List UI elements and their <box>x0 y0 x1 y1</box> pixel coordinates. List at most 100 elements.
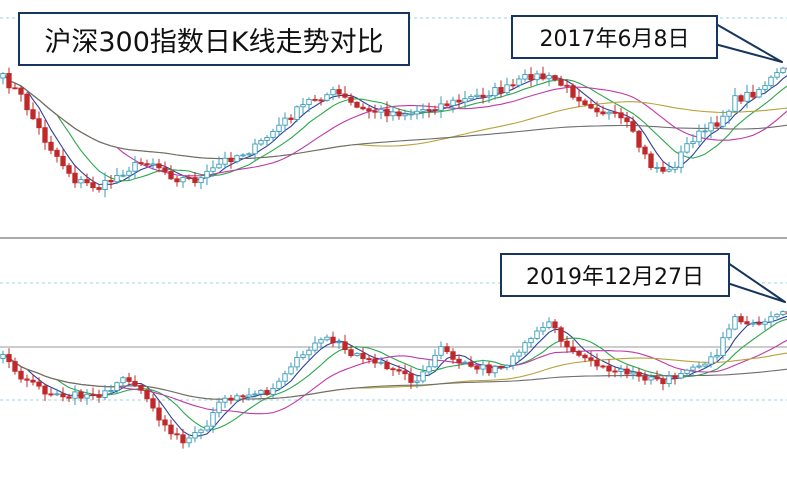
lower-candle-body <box>721 338 725 356</box>
upper-candle-body <box>451 100 455 105</box>
upper-candle-body <box>751 92 755 97</box>
lower-candle-body <box>55 394 59 395</box>
lower-candle-body <box>61 394 65 397</box>
upper-candle-body <box>595 108 599 112</box>
lower-candle-body <box>409 374 413 383</box>
lower-candle-body <box>331 337 335 343</box>
lower-candle-body <box>463 362 467 363</box>
upper-candle-body <box>43 128 47 143</box>
lower-candle-body <box>595 360 599 366</box>
upper-candle-body <box>361 107 365 109</box>
lower-candle-body <box>187 438 191 443</box>
upper-candle-body <box>61 156 65 165</box>
upper-candle-body <box>265 138 269 141</box>
lower-candle-body <box>553 322 557 328</box>
lower-candle-body <box>475 366 479 369</box>
lower-candle-body <box>709 357 713 364</box>
upper-candle-body <box>127 171 131 175</box>
upper-candle-body <box>463 99 467 102</box>
upper-candle-body <box>211 168 215 172</box>
lower-candle-body <box>277 381 281 388</box>
upper-candle-body <box>517 79 521 85</box>
upper-kline-panel <box>1 67 787 198</box>
upper-candle-body <box>427 110 431 111</box>
upper-candle-body <box>169 172 173 179</box>
upper-candle-body <box>385 109 389 116</box>
lower-candle-body <box>631 372 635 374</box>
upper-candle-body <box>133 163 137 172</box>
lower-candle-body <box>37 382 41 386</box>
lower-candle-body <box>565 341 569 347</box>
upper-ma20-line <box>3 74 787 176</box>
lower-candle-body <box>301 355 305 358</box>
lower-candle-body <box>547 322 551 328</box>
upper-candle-body <box>37 119 41 128</box>
upper-candle-body <box>421 110 425 112</box>
upper-candle-body <box>31 110 35 119</box>
lower-candle-body <box>427 367 431 372</box>
lower-candle-body <box>757 323 761 324</box>
lower-candle-body <box>181 435 185 443</box>
upper-candle-body <box>7 74 11 88</box>
upper-candle-body <box>343 94 347 97</box>
lower-candle-body <box>7 355 11 362</box>
upper-candle-body <box>79 180 83 183</box>
lower-candle-body <box>601 366 605 367</box>
lower-candle-body <box>535 331 539 338</box>
lower-candle-body <box>73 392 77 398</box>
upper-candle-body <box>121 175 125 176</box>
upper-candle-body <box>721 116 725 126</box>
lower-candle-body <box>319 340 323 343</box>
upper-candle-body <box>151 164 155 165</box>
upper-candle-body <box>67 166 71 174</box>
lower-candle-body <box>697 366 701 367</box>
lower-candle-body <box>31 380 35 382</box>
lower-candle-body <box>637 372 641 376</box>
lower-candle-body <box>493 366 497 372</box>
lower-candle-body <box>355 353 359 355</box>
lower-candle-body <box>745 322 749 324</box>
chart-title: 沪深300指数日K线走势对比 <box>18 12 410 66</box>
upper-candle-body <box>349 97 353 102</box>
lower-candle-body <box>349 350 353 356</box>
upper-candle-body <box>397 112 401 116</box>
upper-candle-body <box>85 180 89 183</box>
lower-candle-body <box>67 397 71 398</box>
upper-candle-body <box>55 150 59 156</box>
upper-candle-body <box>577 97 581 101</box>
upper-candle-body <box>499 88 503 93</box>
lower-candle-body <box>157 408 161 420</box>
lower-candle-body <box>559 328 563 341</box>
upper-candle-body <box>685 144 689 152</box>
upper-candle-body <box>769 77 773 85</box>
upper-candle-body <box>73 173 77 183</box>
lower-candle-body <box>211 413 215 427</box>
upper-candle-body <box>25 94 29 110</box>
upper-candle-body <box>643 147 647 154</box>
lower-candle-body <box>691 367 695 370</box>
lower-candle-body <box>589 358 593 360</box>
upper-candle-body <box>259 140 263 144</box>
upper-candle-body <box>541 74 545 79</box>
upper-candle-body <box>109 180 113 181</box>
upper-candle-body <box>763 86 767 90</box>
upper-candle-body <box>571 86 575 98</box>
lower-candle-body <box>433 355 437 366</box>
lower-candle-body <box>115 383 119 391</box>
upper-candle-body <box>553 76 557 80</box>
lower-candle-body <box>223 398 227 402</box>
lower-candle-body <box>445 347 449 352</box>
upper-candle-body <box>739 96 743 102</box>
lower-candle-body <box>505 365 509 367</box>
upper-end-date-label: 2017年6月8日 <box>511 15 718 59</box>
lower-candle-body <box>781 312 785 315</box>
lower-candle-body <box>307 350 311 355</box>
upper-candle-body <box>223 158 227 164</box>
lower-candle-body <box>313 343 317 350</box>
lower-candle-body <box>451 352 455 360</box>
upper-candle-body <box>181 178 185 182</box>
upper-candle-body <box>145 164 149 165</box>
upper-candle-body <box>469 97 473 99</box>
lower-candle-body <box>499 366 503 367</box>
